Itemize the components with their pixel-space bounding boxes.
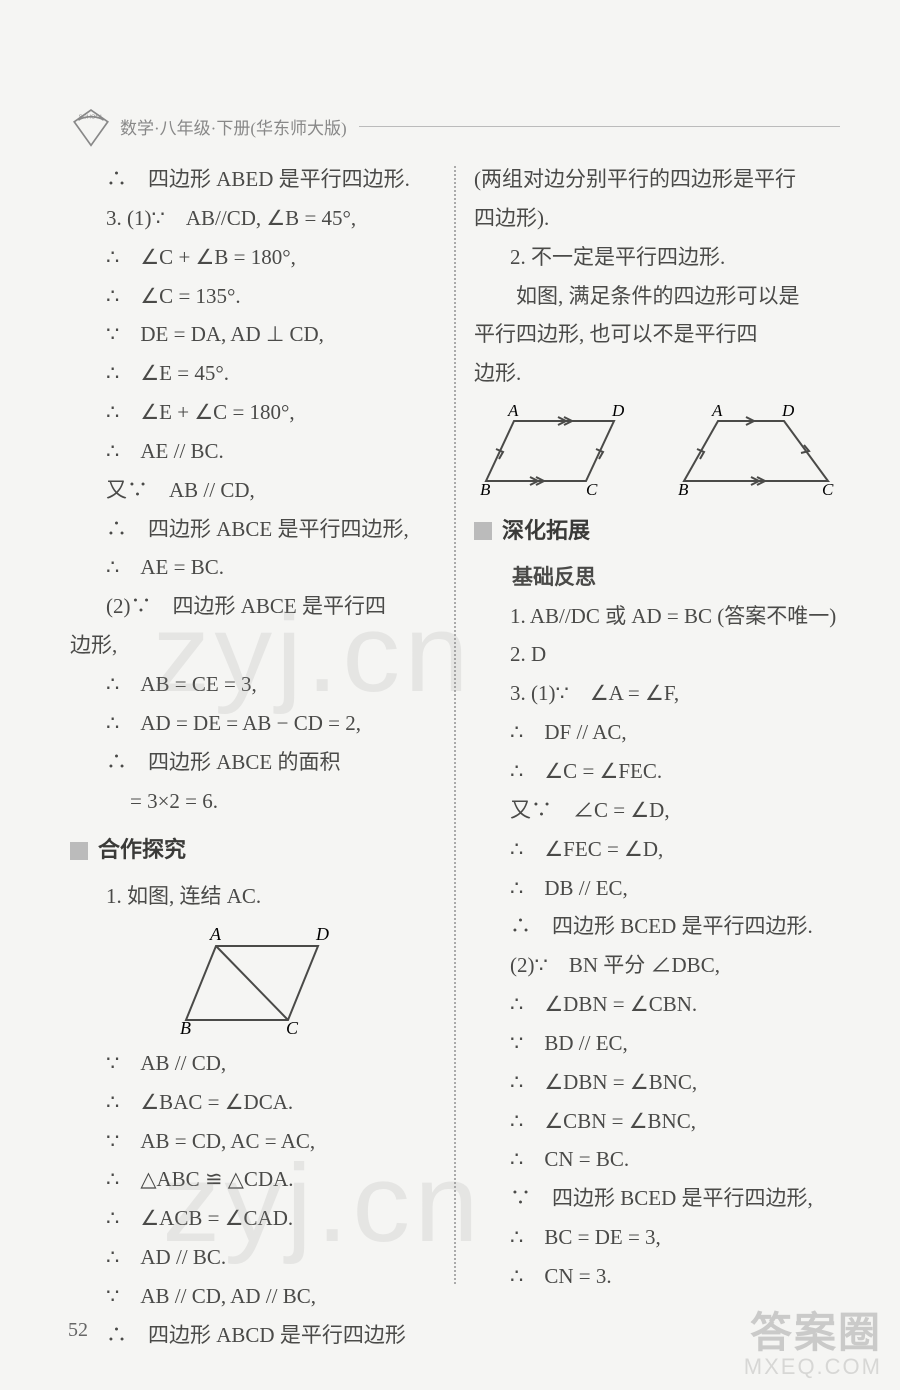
proof-line: ∴ △ABC ≌ △CDA. — [106, 1160, 436, 1199]
proof-line: ∴ AD = DE = AB − CD = 2, — [106, 704, 436, 743]
column-divider — [454, 166, 456, 1284]
svg-text:C: C — [822, 480, 834, 499]
proof-line: ∴ 四边形 ABED 是平行四边形. — [106, 160, 436, 199]
proof-line: ∴ ∠C + ∠B = 180°, — [106, 238, 436, 277]
svg-text:D: D — [781, 401, 795, 420]
figure-parallelogram-1: A D B C — [70, 924, 436, 1040]
figure-trapezoid: A D B C — [672, 401, 840, 501]
proof-line: 又∵ ∠C = ∠D, — [510, 791, 840, 830]
proof-line: ∴ ∠CBN = ∠BNC, — [510, 1102, 840, 1141]
figure-pair: A D B C A D B C — [474, 401, 840, 501]
label-A: A — [209, 924, 222, 944]
proof-line: ∵ 四边形 BCED 是平行四边形, — [510, 1179, 840, 1218]
proof-line: ∴ AB = CE = 3, — [106, 665, 436, 704]
stamp-line1: 答案圈 — [744, 1299, 882, 1360]
two-column-content: ∴ 四边形 ABED 是平行四边形. 3. (1)∵ AB//CD, ∠B = … — [70, 160, 840, 1290]
proof-line: (2)∵ 四边形 ABCE 是平行四 — [106, 587, 436, 626]
proof-line: 又∵ AB // CD, — [106, 471, 436, 510]
proof-line: (两组对边分别平行的四边形是平行 — [474, 160, 840, 199]
proof-line: ∵ DE = DA, AD ⊥ CD, — [106, 315, 436, 354]
proof-line: (2)∵ BN 平分 ∠DBC, — [510, 946, 840, 985]
section-title: 深化拓展 — [502, 511, 590, 552]
problem-2: 2. 不一定是平行四边形. — [510, 238, 840, 277]
proof-line: ∴ ∠ACB = ∠CAD. — [106, 1199, 436, 1238]
answer-3: 3. (1)∵ ∠A = ∠F, — [510, 674, 840, 713]
stamp-line2: MXEQ.COM — [744, 1354, 882, 1380]
svg-text:B: B — [480, 480, 491, 499]
svg-text:B: B — [678, 480, 689, 499]
school-logo-icon: SCHOOL — [70, 105, 112, 147]
proof-line: ∴ ∠FEC = ∠D, — [510, 830, 840, 869]
proof-line: ∴ CN = 3. — [510, 1257, 840, 1296]
proof-line: ∴ AD // BC. — [106, 1238, 436, 1277]
svg-text:A: A — [507, 401, 519, 420]
header-title: 数学·八年级·下册(华东师大版) — [120, 114, 347, 139]
proof-line: ∴ DF // AC, — [510, 713, 840, 752]
subsection-basic: 基础反思 — [512, 558, 840, 597]
section-marker-icon — [474, 522, 492, 540]
proof-line: 如图, 满足条件的四边形可以是 — [474, 277, 840, 316]
section-title: 合作探究 — [98, 830, 186, 871]
proof-line: ∵ AB = CD, AC = AC, — [106, 1122, 436, 1161]
svg-text:D: D — [611, 401, 625, 420]
label-D: D — [315, 924, 329, 944]
proof-line: ∴ ∠C = ∠FEC. — [510, 752, 840, 791]
page-number: 52 — [68, 1319, 88, 1342]
proof-line: ∵ BD // EC, — [510, 1024, 840, 1063]
proof-line: ∴ ∠DBN = ∠CBN. — [510, 985, 840, 1024]
proof-line: ∴ CN = BC. — [510, 1140, 840, 1179]
figure-parallelogram-2: A D B C — [474, 401, 642, 501]
proof-line: ∵ AB // CD, AD // BC, — [106, 1277, 436, 1316]
section-deepen: 深化拓展 — [474, 511, 840, 552]
proof-line: ∴ 四边形 ABCD 是平行四边形 — [106, 1316, 436, 1355]
problem-3-start: 3. (1)∵ AB//CD, ∠B = 45°, — [106, 199, 436, 238]
page-header: SCHOOL 数学·八年级·下册(华东师大版) — [70, 105, 840, 147]
proof-line: ∴ DB // EC, — [510, 869, 840, 908]
proof-line: 四边形). — [474, 199, 840, 238]
svg-text:A: A — [711, 401, 723, 420]
problem-1: 1. 如图, 连结 AC. — [106, 877, 436, 916]
logo-text: SCHOOL — [79, 114, 104, 120]
proof-line: 边形, — [70, 626, 436, 665]
proof-line: ∵ AB // CD, — [106, 1044, 436, 1083]
proof-line: ∴ 四边形 ABCE 是平行四边形, — [106, 510, 436, 549]
proof-line: ∴ AE = BC. — [106, 548, 436, 587]
answer-1: 1. AB//DC 或 AD = BC (答案不唯一) — [510, 597, 840, 636]
proof-line: ∴ ∠E + ∠C = 180°, — [106, 393, 436, 432]
proof-line: ∴ ∠DBN = ∠BNC, — [510, 1063, 840, 1102]
proof-line: ∴ ∠BAC = ∠DCA. — [106, 1083, 436, 1122]
right-column: (两组对边分别平行的四边形是平行 四边形). 2. 不一定是平行四边形. 如图,… — [474, 160, 840, 1290]
section-cooperation: 合作探究 — [70, 830, 436, 871]
proof-line: ∴ 四边形 BCED 是平行四边形. — [510, 907, 840, 946]
svg-text:C: C — [586, 480, 598, 499]
proof-line: ∴ ∠E = 45°. — [106, 354, 436, 393]
proof-line: ∴ AE // BC. — [106, 432, 436, 471]
proof-line: ∴ ∠C = 135°. — [106, 277, 436, 316]
proof-line: = 3×2 = 6. — [130, 782, 436, 821]
answer-2: 2. D — [510, 635, 840, 674]
proof-line: 边形. — [474, 354, 840, 393]
header-rule — [359, 126, 840, 127]
section-marker-icon — [70, 842, 88, 860]
proof-line: ∴ BC = DE = 3, — [510, 1218, 840, 1257]
proof-line: ∴ 四边形 ABCE 的面积 — [106, 743, 436, 782]
bottom-watermark: 答案圈 MXEQ.COM — [744, 1299, 882, 1380]
proof-line: 平行四边形, 也可以不是平行四 — [474, 315, 840, 354]
left-column: ∴ 四边形 ABED 是平行四边形. 3. (1)∵ AB//CD, ∠B = … — [70, 160, 436, 1290]
